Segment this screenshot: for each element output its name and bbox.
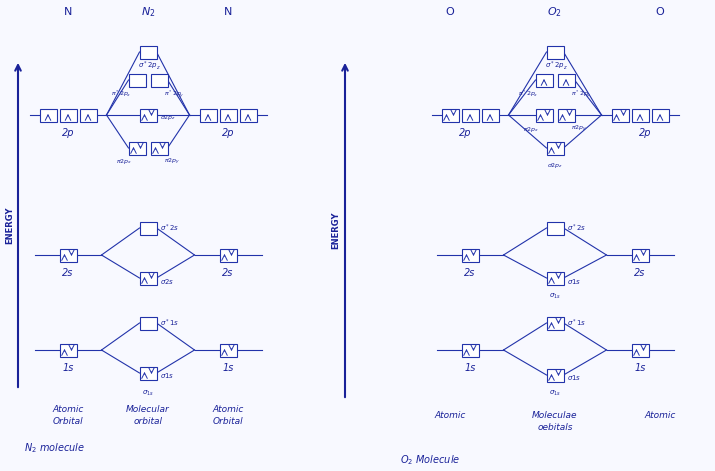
Text: O$_2$: O$_2$ [548,5,563,19]
Bar [536,108,553,122]
Text: $\sigma 2p_z$: $\sigma 2p_z$ [160,114,177,122]
Bar [129,73,145,87]
Text: Atomic: Atomic [644,411,676,420]
Bar [59,249,77,261]
Text: 2s: 2s [634,268,646,278]
Bar [139,46,157,58]
Text: $\pi^*2p_y$: $\pi^*2p_y$ [164,88,184,100]
Bar [546,317,563,330]
Text: $\pi^*2p_y$: $\pi^*2p_y$ [571,88,591,100]
Text: $\pi 2p_y$: $\pi 2p_y$ [571,124,587,134]
Bar [59,343,77,357]
Bar [461,108,478,122]
Text: 2p: 2p [222,128,235,138]
Bar [139,271,157,284]
Text: $\sigma^*1s$: $\sigma^*1s$ [567,317,586,329]
Bar [220,249,237,261]
Bar [139,221,157,235]
Text: 1s: 1s [634,363,646,373]
Text: O: O [445,7,454,17]
Text: $\sigma 2s$: $\sigma 2s$ [160,276,174,285]
Text: $\sigma 1s$: $\sigma 1s$ [567,374,581,382]
Text: ENERGY: ENERGY [332,211,340,249]
Text: 1s: 1s [62,363,74,373]
Bar [199,108,217,122]
Bar [220,343,237,357]
Text: $\pi^*2p_x$: $\pi^*2p_x$ [518,89,539,99]
Bar [150,141,167,154]
Bar [611,108,628,122]
Text: $\sigma^*2s$: $\sigma^*2s$ [567,222,586,234]
Bar [651,108,669,122]
Text: 2p: 2p [61,128,74,138]
Text: Moleculae: Moleculae [532,411,578,420]
Text: 2p: 2p [459,128,471,138]
Text: $\sigma_{1s}$: $\sigma_{1s}$ [549,389,561,398]
Bar [39,108,56,122]
Text: $\pi 2p_x$: $\pi 2p_x$ [116,157,132,167]
Bar [631,343,649,357]
Text: $\pi 2p_x$: $\pi 2p_x$ [523,124,539,133]
Text: 2s: 2s [464,268,475,278]
Text: Atomic: Atomic [52,406,84,414]
Text: $\sigma 1s$: $\sigma 1s$ [567,276,581,285]
Text: Atomic: Atomic [212,406,244,414]
Text: $\sigma^*2s$: $\sigma^*2s$ [160,222,179,234]
Text: N: N [224,7,232,17]
Text: orbital: orbital [134,417,162,427]
Bar [240,108,257,122]
Bar [139,108,157,122]
Bar [139,317,157,330]
Bar [558,73,574,87]
Text: $\sigma 2p_z$: $\sigma 2p_z$ [547,161,563,170]
Text: Orbital: Orbital [53,417,84,427]
Text: oebitals: oebitals [537,422,573,431]
Bar [59,108,77,122]
Bar [79,108,97,122]
Bar [631,249,649,261]
Text: $\sigma 1s$: $\sigma 1s$ [160,372,174,381]
Bar [220,108,237,122]
Text: Molecular: Molecular [126,406,170,414]
Text: $\sigma_{1s}$: $\sigma_{1s}$ [142,389,154,398]
Text: $\sigma^*2p_z$: $\sigma^*2p_z$ [137,60,160,72]
Text: 1s: 1s [222,363,234,373]
Text: 2p: 2p [638,128,651,138]
Text: $\pi^*2p_x$: $\pi^*2p_x$ [112,89,132,99]
Text: $\sigma^*1s$: $\sigma^*1s$ [160,317,179,329]
Text: $\sigma^*2p_z$: $\sigma^*2p_z$ [545,60,568,72]
Text: 2s: 2s [222,268,234,278]
Text: O: O [656,7,664,17]
Bar [546,141,563,154]
Text: $\pi 2p_y$: $\pi 2p_y$ [164,157,180,167]
Text: N$_2$ molecule: N$_2$ molecule [24,441,86,455]
Bar [536,73,553,87]
Text: 2s: 2s [62,268,74,278]
Bar [461,343,478,357]
Bar [481,108,498,122]
Text: Orbital: Orbital [212,417,243,427]
Bar [461,249,478,261]
Text: Atomic: Atomic [434,411,465,420]
Text: N$_2$: N$_2$ [141,5,155,19]
Bar [441,108,458,122]
Text: 1s: 1s [464,363,475,373]
Bar [546,271,563,284]
Text: N: N [64,7,72,17]
Bar [150,73,167,87]
Bar [546,221,563,235]
Bar [558,108,574,122]
Bar [129,141,145,154]
Text: $\sigma_{1s}$: $\sigma_{1s}$ [549,292,561,300]
Bar [546,46,563,58]
Text: ENERGY: ENERGY [6,206,14,244]
Bar [631,108,649,122]
Bar [546,368,563,382]
Bar [139,366,157,380]
Text: O$_2$ Molecule: O$_2$ Molecule [400,453,460,467]
